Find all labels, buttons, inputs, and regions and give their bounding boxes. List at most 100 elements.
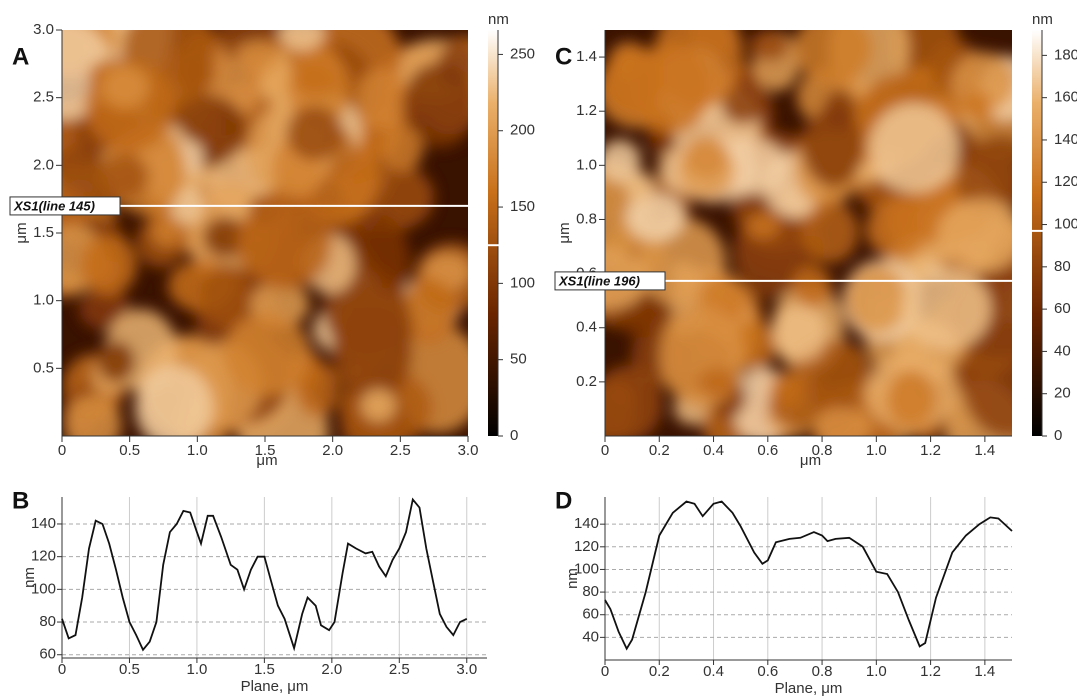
afm-image <box>62 30 468 436</box>
x-tick-label: 0.4 <box>703 663 724 680</box>
x-tick-label: 1.0 <box>866 442 887 459</box>
y-tick-label: 0.4 <box>576 319 597 336</box>
y-axis-label: nm <box>564 568 581 589</box>
colorbar-label: nm <box>1032 11 1053 28</box>
profile-line <box>61 497 468 652</box>
grain <box>356 67 411 131</box>
x-tick-label: 1.0 <box>186 661 207 678</box>
x-axis-label: Plane, μm <box>241 678 309 695</box>
colorbar-tick-label: 100 <box>510 274 535 291</box>
grains <box>605 30 1012 436</box>
y-tick-label: 60 <box>39 646 56 663</box>
y-tick-label: 1.0 <box>33 292 54 309</box>
grain <box>769 371 805 408</box>
colorbar-tick-label: 140 <box>1054 131 1077 148</box>
afm-image <box>605 30 1012 436</box>
x-tick-label: 0.2 <box>649 663 670 680</box>
y-tick-label: 1.4 <box>576 48 597 65</box>
x-tick-label: 2.5 <box>389 661 410 678</box>
y-tick-label: 1.0 <box>576 156 597 173</box>
grain <box>242 187 332 291</box>
x-tick-label: 2.0 <box>321 661 342 678</box>
grain <box>402 277 457 344</box>
colorbar-tick-label: 150 <box>510 198 535 215</box>
grain <box>96 340 136 383</box>
colorbar-tick-label: 250 <box>510 45 535 62</box>
y-tick-label: 3.0 <box>33 21 54 38</box>
x-tick-label: 3.0 <box>456 661 477 678</box>
colorbar-tick-label: 200 <box>510 122 535 139</box>
grain <box>748 30 790 62</box>
grain <box>202 216 248 258</box>
x-tick-label: 0 <box>58 661 66 678</box>
grain <box>292 60 335 98</box>
grain <box>278 30 326 51</box>
profile-line <box>604 500 1013 651</box>
grain <box>955 144 1012 215</box>
y-tick-label: 140 <box>574 515 599 532</box>
grain <box>792 265 833 308</box>
x-tick-label: 1.2 <box>920 442 941 459</box>
colorbar-tick-label: 80 <box>1054 258 1071 275</box>
colorbar-tick-label: 160 <box>1054 89 1077 106</box>
colorbar-tick-label: 20 <box>1054 385 1071 402</box>
grain <box>235 39 281 75</box>
y-tick-label: 100 <box>31 580 56 597</box>
grain <box>936 198 1012 273</box>
y-tick-label: 2.5 <box>33 89 54 106</box>
y-tick-label: 120 <box>31 548 56 565</box>
y-tick-label: 2.0 <box>33 156 54 173</box>
x-tick-label: 0.4 <box>703 442 724 459</box>
y-tick-label: 40 <box>582 628 599 645</box>
grain <box>402 62 468 148</box>
y-tick-label: 80 <box>39 613 56 630</box>
grain <box>963 91 992 120</box>
y-axis-label: μm <box>556 222 573 243</box>
grain <box>135 365 213 436</box>
colorbar-tick-label: 120 <box>1054 173 1077 190</box>
x-tick-label: 0.6 <box>757 442 778 459</box>
grain <box>813 406 872 436</box>
grain <box>746 212 780 239</box>
y-tick-label: 0.2 <box>576 373 597 390</box>
x-tick-label: 2.0 <box>322 442 343 459</box>
y-tick-label: 1.2 <box>576 102 597 119</box>
grain <box>801 201 859 264</box>
x-tick-label: 1.0 <box>187 442 208 459</box>
grain <box>869 103 959 193</box>
grain <box>801 106 865 188</box>
annotation-label: XS1(line 196) <box>558 273 640 288</box>
x-tick-label: 0 <box>601 663 609 680</box>
grain <box>150 215 183 248</box>
grain <box>683 136 729 179</box>
y-axis-label: nm <box>21 567 38 588</box>
x-tick-label: 0 <box>58 442 66 459</box>
y-tick-label: 100 <box>574 560 599 577</box>
y-tick-label: 0.5 <box>33 359 54 376</box>
x-tick-label: 3.0 <box>458 442 479 459</box>
grain <box>95 153 150 200</box>
panel-label: D <box>555 487 572 514</box>
x-tick-label: 2.5 <box>390 442 411 459</box>
grain <box>625 171 655 203</box>
x-tick-label: 1.4 <box>974 442 995 459</box>
grain <box>223 313 311 396</box>
x-tick-label: 0.2 <box>649 442 670 459</box>
x-tick-label: 1.5 <box>254 661 275 678</box>
panel-label: C <box>555 43 572 70</box>
colorbar-tick-label: 180 <box>1054 46 1077 63</box>
colorbar <box>1032 30 1042 436</box>
grain <box>794 30 873 85</box>
x-tick-label: 1.0 <box>866 663 887 680</box>
y-tick-label: 80 <box>582 583 599 600</box>
grain <box>698 368 737 397</box>
grain <box>625 192 686 242</box>
x-tick-label: 0 <box>601 442 609 459</box>
grain <box>607 382 638 407</box>
colorbar-label: nm <box>488 11 509 28</box>
grain <box>822 88 857 130</box>
grain <box>101 65 150 108</box>
x-tick-label: 0.8 <box>812 442 833 459</box>
y-axis-label: μm <box>13 222 30 243</box>
